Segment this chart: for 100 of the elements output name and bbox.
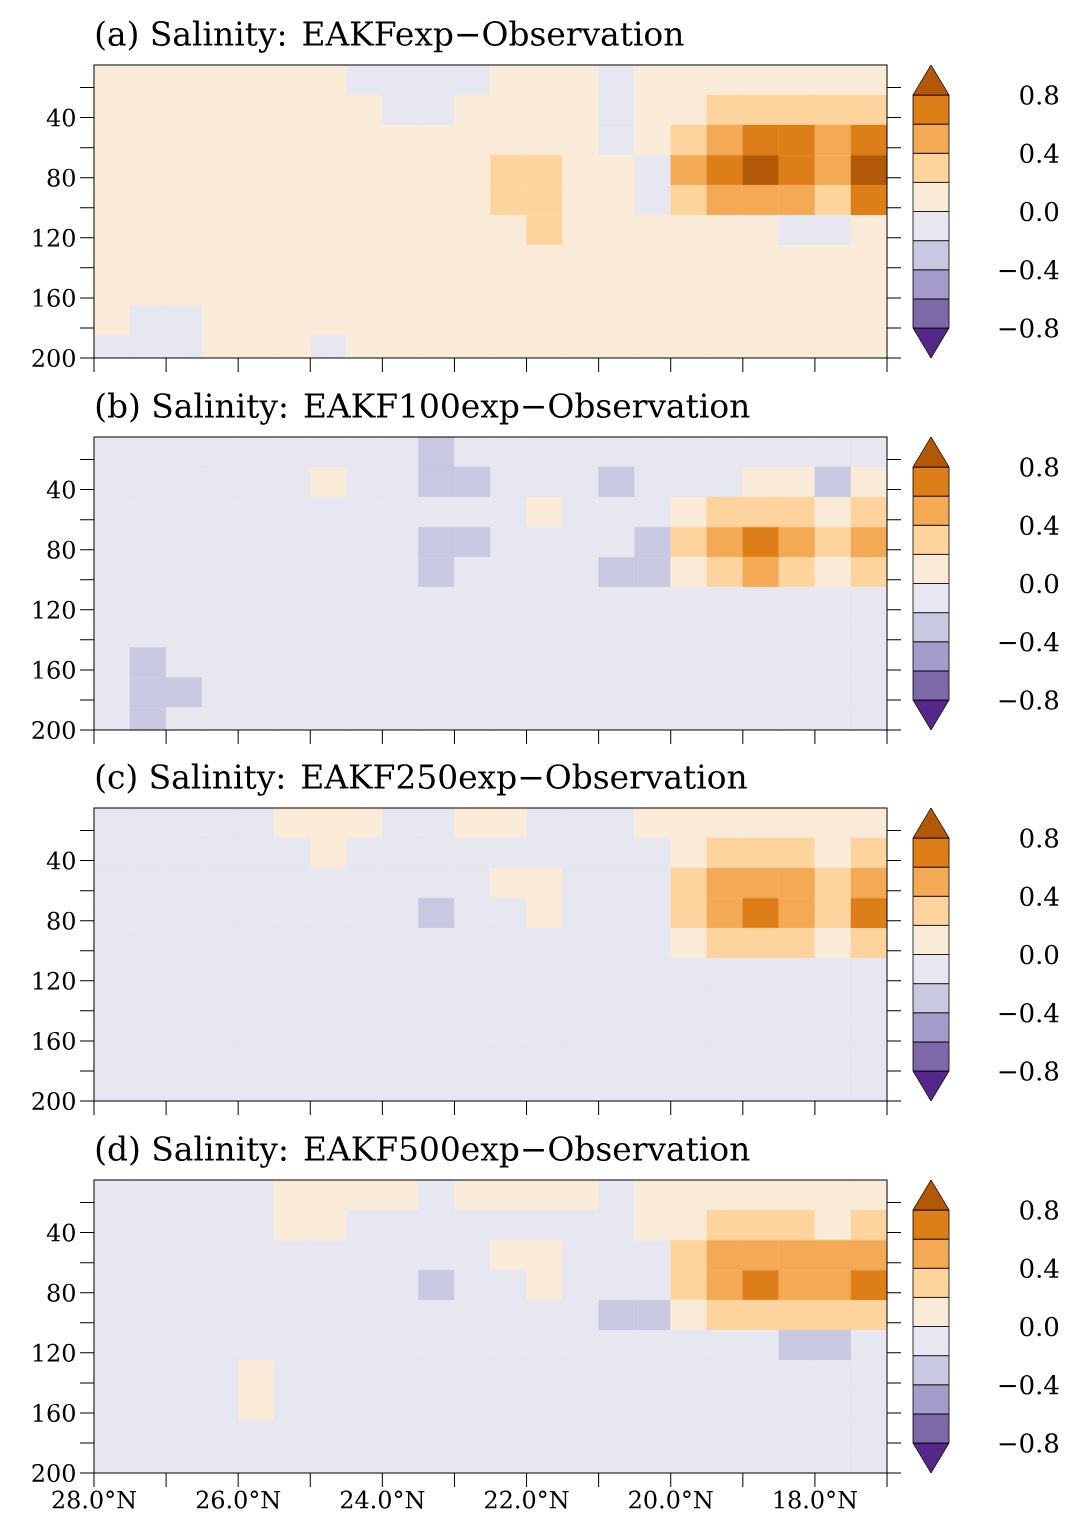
point: [454, 154, 491, 186]
point: [742, 1209, 780, 1241]
point: [310, 1180, 347, 1211]
x-tick-label: 22.0°N: [485, 1490, 569, 1509]
point: [454, 928, 491, 959]
point: [634, 958, 671, 989]
point: [382, 1300, 419, 1331]
point: [598, 496, 635, 528]
point: [598, 1330, 635, 1361]
point: [454, 897, 491, 929]
point: [93, 1390, 131, 1421]
point: [526, 496, 563, 528]
y-tick-label: 160: [33, 288, 75, 307]
point: [382, 466, 419, 498]
point: [129, 275, 167, 306]
point: [598, 124, 635, 156]
point: [454, 867, 491, 899]
point: [382, 867, 419, 899]
point: [201, 275, 239, 306]
point: [237, 1420, 275, 1451]
point: [490, 526, 527, 558]
y-tick-label: 200: [32, 720, 75, 740]
point: [634, 1300, 671, 1331]
point: [382, 1239, 419, 1271]
point: [742, 1269, 780, 1301]
y-tick-label: 80: [47, 540, 75, 559]
point: [454, 65, 491, 96]
point: [598, 154, 635, 186]
point: [634, 557, 671, 588]
point: [418, 124, 455, 156]
point: [742, 958, 780, 989]
point: [598, 437, 635, 468]
point: [382, 587, 419, 618]
point: [93, 928, 131, 959]
y-tick-label: 200: [32, 1463, 75, 1483]
point: [634, 808, 671, 839]
point: [742, 94, 780, 126]
point: [93, 275, 131, 306]
point: [382, 526, 419, 558]
point: [346, 124, 383, 156]
color-bar-label: 0.8: [1020, 828, 1059, 848]
point: [418, 1239, 455, 1271]
point: [742, 154, 780, 186]
point: [706, 466, 744, 498]
point: [742, 897, 780, 929]
color-bar-label: −0.4: [999, 631, 1059, 652]
point: [490, 1300, 527, 1331]
point: [670, 437, 707, 468]
point: [382, 1269, 419, 1301]
y-tick-label: 80: [47, 168, 75, 187]
point: [310, 867, 347, 899]
point: [634, 526, 671, 558]
point: [706, 526, 744, 558]
point: [237, 1209, 275, 1241]
point: [93, 677, 131, 708]
point: [490, 185, 527, 216]
point: [490, 124, 527, 156]
point: [670, 867, 707, 899]
x-tick-label: 28.0°N: [52, 1490, 136, 1509]
point: [634, 437, 671, 468]
point: [670, 496, 707, 528]
point: [346, 466, 383, 498]
point: [382, 124, 419, 156]
point: [814, 1330, 852, 1361]
color-bar-label: 0.0: [1020, 944, 1059, 965]
point: [706, 124, 744, 156]
point: [490, 557, 527, 588]
point: [634, 1269, 671, 1301]
point: [93, 245, 131, 276]
point: [742, 928, 780, 959]
point: [490, 65, 527, 96]
point: [778, 1209, 816, 1241]
point: [274, 1180, 311, 1211]
point: [562, 185, 599, 216]
point: [274, 837, 311, 869]
point: [93, 1330, 131, 1361]
point: [562, 1269, 599, 1301]
point: [201, 1360, 239, 1391]
point: [598, 215, 635, 246]
point: [310, 305, 347, 336]
point: [850, 1180, 888, 1211]
point: [634, 94, 671, 126]
point: [814, 124, 852, 156]
point: [706, 1209, 744, 1241]
point: [562, 124, 599, 156]
point: [129, 305, 167, 336]
point: [634, 867, 671, 899]
point: [778, 1269, 816, 1301]
point: [814, 1300, 852, 1331]
point: [490, 94, 527, 126]
point: [778, 154, 816, 186]
point: [562, 1239, 599, 1271]
point: [778, 245, 816, 276]
point: [562, 557, 599, 588]
color-bar-label: −0.4: [999, 259, 1059, 280]
x-tick-label: 20.0°N: [629, 1490, 713, 1509]
x-tick-label: 18.0°N: [774, 1490, 857, 1509]
point: [778, 185, 816, 216]
point: [382, 1180, 419, 1211]
point: [814, 215, 852, 246]
